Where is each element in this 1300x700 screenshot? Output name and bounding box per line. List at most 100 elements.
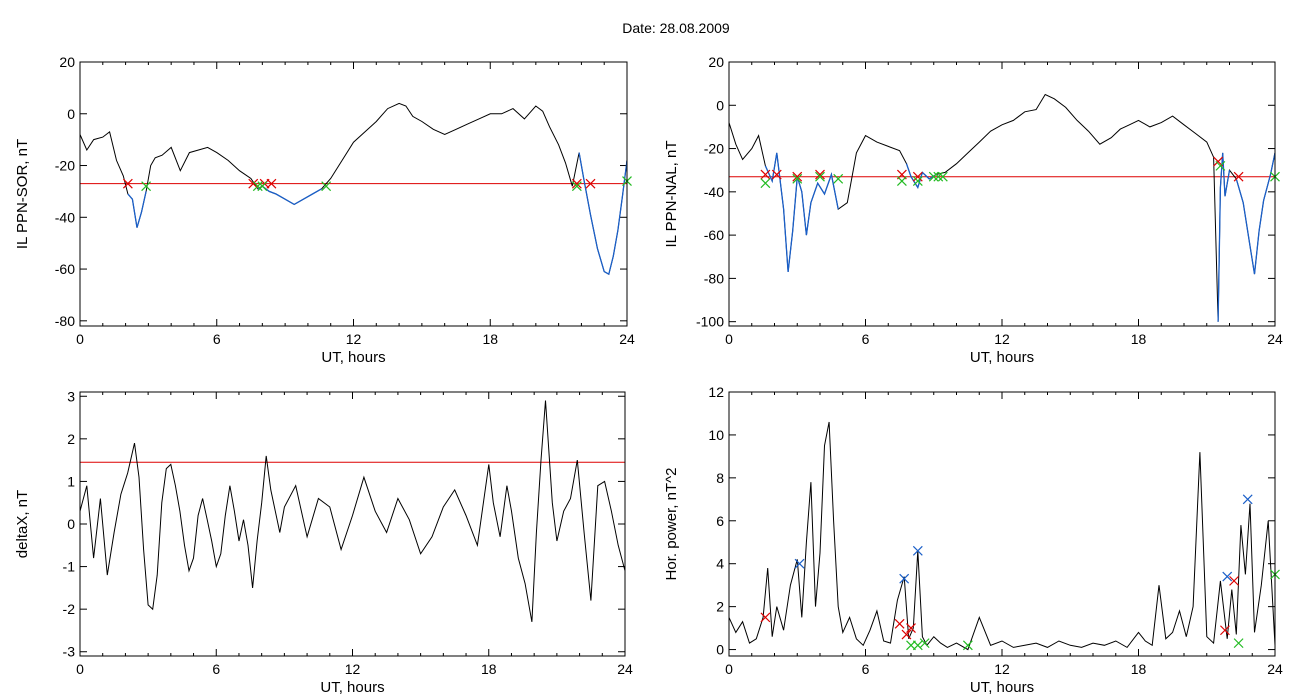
- marker-green: [833, 173, 844, 184]
- x-axis-title: UT, hours: [970, 349, 1034, 366]
- marker-green: [252, 181, 263, 192]
- y-tick-label: -20: [55, 158, 75, 174]
- x-tick-label: 12: [345, 661, 361, 677]
- active-segment: [257, 185, 322, 206]
- x-tick-label: 6: [862, 331, 870, 347]
- y-axis-title: deltaX, nT: [14, 490, 31, 558]
- y-tick-label: -40: [55, 209, 75, 225]
- x-axis-title: UT, hours: [320, 679, 384, 696]
- marker-red: [792, 171, 803, 182]
- y-tick-label: 0: [67, 516, 75, 532]
- marker-red: [1233, 171, 1244, 182]
- y-tick-label: -60: [704, 227, 724, 243]
- marker-red: [771, 169, 782, 180]
- marker-green: [257, 181, 268, 192]
- marker-green: [912, 176, 923, 186]
- marker-green: [912, 640, 923, 651]
- marker-blue: [794, 558, 805, 569]
- y-axis-title: IL PPN-SOR, nT: [14, 139, 31, 249]
- series-line: [80, 102, 627, 275]
- marker-green: [933, 171, 944, 182]
- x-tick-label: 24: [1267, 661, 1283, 677]
- y-tick-label: 12: [708, 384, 724, 400]
- x-tick-label: 18: [1131, 661, 1147, 677]
- y-tick-label: 1: [67, 473, 75, 489]
- active-segment: [1235, 152, 1275, 275]
- y-tick-label: -20: [704, 141, 724, 157]
- marker-red: [122, 178, 133, 189]
- marker-green: [141, 181, 152, 192]
- y-tick-label: -100: [696, 314, 724, 330]
- marker-red: [815, 169, 825, 180]
- marker-red: [248, 178, 259, 189]
- marker-blue: [1242, 494, 1253, 505]
- x-tick-label: 24: [617, 661, 633, 677]
- active-segment: [127, 191, 147, 228]
- y-tick-label: -80: [704, 270, 724, 286]
- y-tick-label: 0: [716, 642, 724, 658]
- x-tick-label: 0: [725, 661, 733, 677]
- y-tick-label: 0: [716, 97, 724, 113]
- active-segment: [578, 152, 627, 276]
- marker-green: [792, 173, 803, 184]
- x-axis-title: UT, hours: [321, 349, 385, 366]
- y-tick-label: -60: [55, 261, 75, 277]
- active-segment: [905, 163, 937, 190]
- series-line: [729, 93, 1275, 322]
- x-tick-label: 12: [346, 331, 362, 347]
- marker-green: [896, 176, 907, 186]
- active-segment: [764, 152, 839, 272]
- y-tick-label: -1: [63, 559, 76, 575]
- y-tick-label: 6: [716, 513, 724, 529]
- marker-red: [901, 629, 912, 640]
- marker-green: [962, 640, 973, 651]
- chart-panel-deltax: 0 6 12 18 24 3 2 1 0 -1 -2 -3 UT, hours deltaX, nT: [14, 388, 633, 696]
- y-tick-label: 20: [708, 54, 724, 70]
- x-tick-label: 6: [212, 661, 220, 677]
- marker-red: [571, 178, 582, 189]
- x-tick-label: 0: [76, 661, 84, 677]
- x-tick-label: 6: [213, 331, 221, 347]
- marker-red: [585, 178, 596, 189]
- x-tick-label: 6: [862, 661, 870, 677]
- marker-blue: [1222, 571, 1233, 582]
- marker-red: [912, 171, 923, 182]
- y-tick-label: 2: [716, 599, 724, 615]
- plot-frame: [79, 61, 628, 327]
- chart-panel-nal: 0 6 12 18 24 20 0 -20 -40 -60 -80 -100 UT, hours IL P…: [663, 54, 1283, 366]
- series-line: [729, 421, 1275, 651]
- chart-panel-sor: 0 6 12 18 24 20 0 -20 -40 -60 -80 UT, hours IL PPN-S…: [14, 54, 635, 366]
- x-tick-label: 12: [994, 331, 1010, 347]
- marker-red: [266, 178, 277, 189]
- y-tick-label: 4: [716, 556, 724, 572]
- y-tick-label: 3: [67, 388, 75, 404]
- x-tick-label: 18: [481, 661, 497, 677]
- marker-blue: [912, 545, 923, 556]
- marker-green: [928, 171, 939, 182]
- marker-green: [919, 638, 930, 649]
- active-segment: [1217, 152, 1231, 322]
- plot-frame: [728, 391, 1276, 657]
- date-title: Date: 28.08.2009: [622, 20, 730, 36]
- y-tick-label: -3: [63, 644, 76, 660]
- x-tick-label: 18: [1131, 331, 1147, 347]
- y-tick-label: 2: [67, 431, 75, 447]
- x-tick-label: 24: [1267, 331, 1283, 347]
- marker-red: [760, 612, 771, 623]
- x-tick-label: 24: [619, 331, 635, 347]
- marker-green: [1215, 160, 1226, 171]
- marker-green: [815, 171, 825, 182]
- marker-green: [1233, 638, 1244, 649]
- y-axis-title: IL PPN-NAL, nT: [663, 141, 680, 248]
- marker-green: [760, 178, 771, 189]
- y-tick-label: -2: [63, 601, 76, 617]
- y-tick-label: 0: [67, 106, 75, 122]
- y-tick-label: 10: [708, 427, 724, 443]
- marker-green: [321, 181, 332, 192]
- x-tick-label: 18: [482, 331, 498, 347]
- marker-blue: [899, 573, 910, 584]
- marker-red: [1220, 625, 1230, 636]
- y-tick-label: -40: [704, 184, 724, 200]
- x-tick-label: 12: [994, 661, 1010, 677]
